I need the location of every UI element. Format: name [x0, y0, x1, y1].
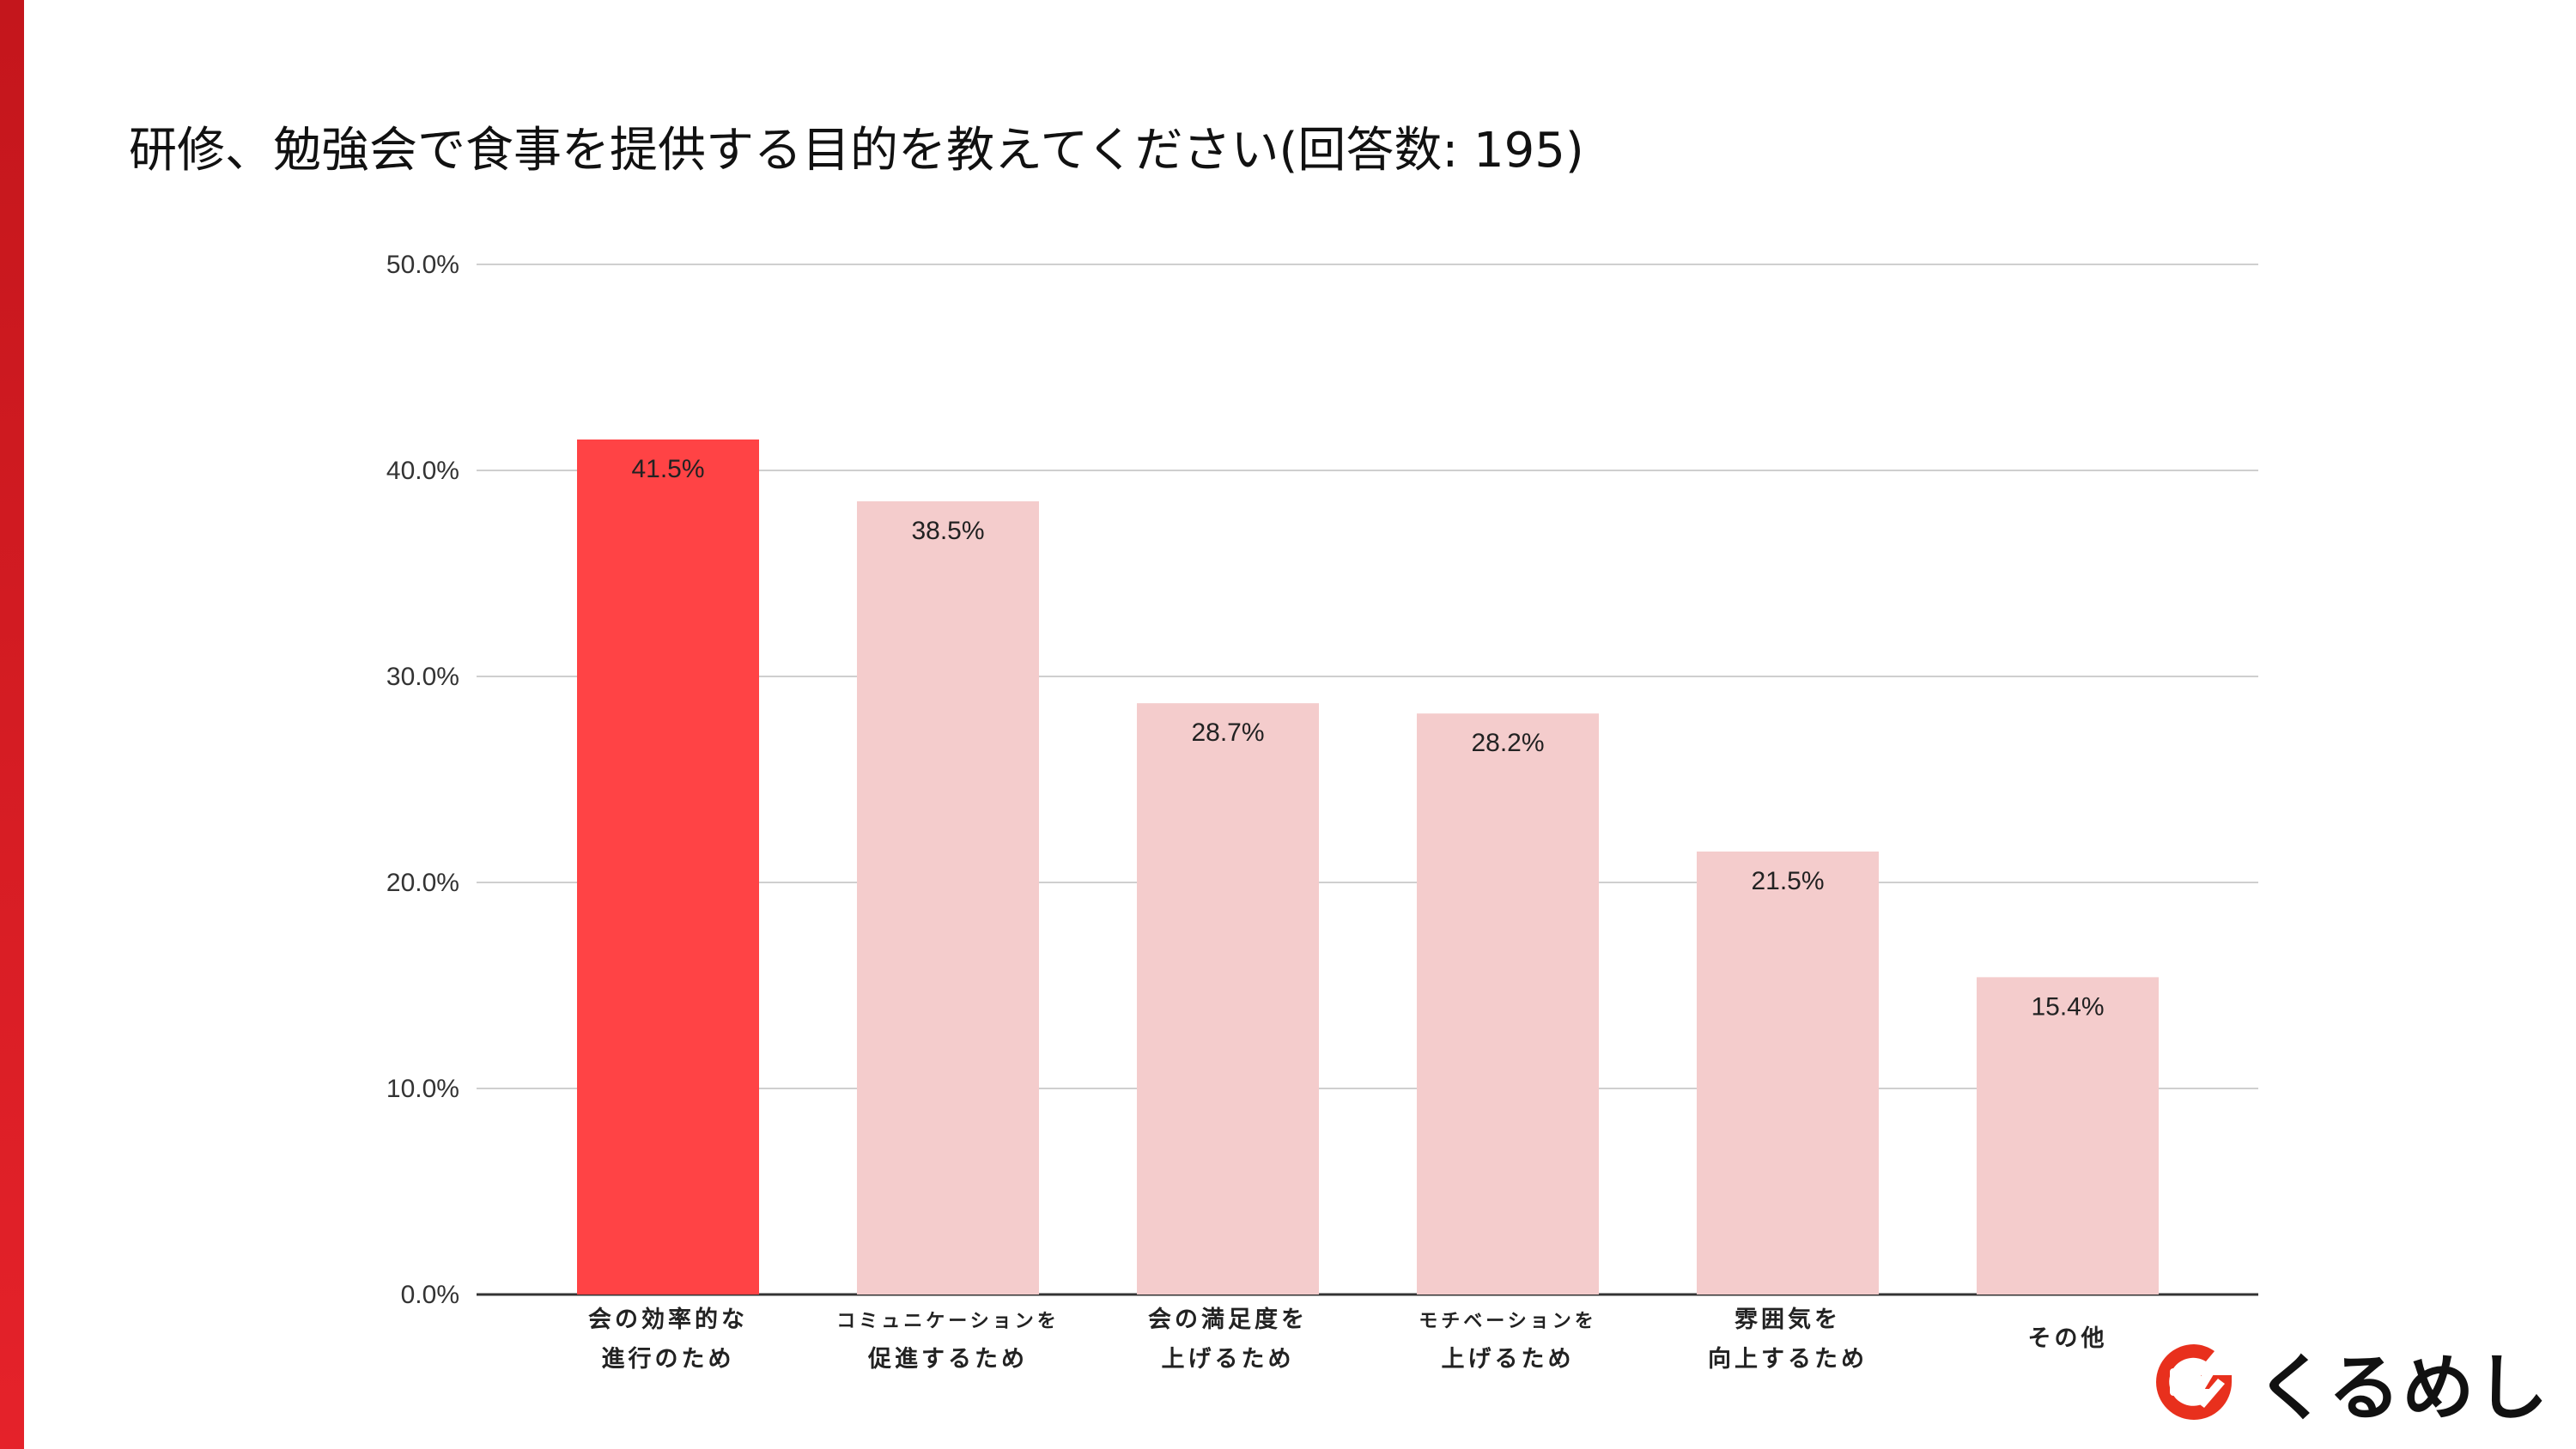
kurumeshi-logo-icon	[2156, 1344, 2232, 1420]
category-label: その他	[2028, 1325, 2108, 1352]
bar	[577, 440, 759, 1294]
category-label: 上げるため	[1162, 1346, 1295, 1373]
data-label: 38.5%	[911, 517, 984, 545]
grid-lines	[477, 264, 2258, 1296]
data-label: 21.5%	[1751, 867, 1824, 895]
data-labels: 41.5% 38.5% 28.7% 28.2% 21.5% 15.4%	[631, 455, 2104, 1021]
bar	[1697, 852, 1879, 1294]
category-label: 会の満足度を	[1148, 1306, 1308, 1333]
data-label: 28.7%	[1191, 718, 1264, 747]
category-label: 促進するため	[867, 1346, 1028, 1373]
category-label: モチベーションを	[1419, 1311, 1597, 1332]
y-tick-label: 40.0%	[386, 457, 459, 485]
category-label: 向上するため	[1708, 1345, 1868, 1373]
bars	[577, 440, 2159, 1294]
logo-text: くるめし	[2256, 1345, 2550, 1430]
page-title: 研修、勉強会で食事を提供する目的を教えてください(回答数: 195)	[129, 123, 1584, 179]
category-label: 進行のため	[602, 1345, 735, 1373]
category-label: 会の効率的な	[588, 1306, 748, 1333]
y-tick-label: 30.0%	[386, 663, 459, 691]
brand-logo: くるめし	[2151, 1335, 2549, 1430]
accent-bar	[0, 0, 24, 1449]
bar	[857, 501, 1039, 1294]
category-label: コミュニケーションを	[836, 1311, 1060, 1332]
y-tick-label: 0.0%	[401, 1281, 459, 1309]
bar	[1977, 977, 2159, 1294]
bar	[1417, 713, 1599, 1294]
y-tick-label: 10.0%	[386, 1075, 459, 1103]
y-axis-ticks: 0.0% 10.0% 20.0% 30.0% 40.0% 50.0%	[386, 251, 459, 1309]
data-label: 41.5%	[631, 455, 704, 483]
y-tick-label: 50.0%	[386, 251, 459, 279]
category-label: 上げるため	[1442, 1346, 1575, 1373]
data-label: 15.4%	[2031, 992, 2104, 1021]
y-tick-label: 20.0%	[386, 869, 459, 897]
bar	[1137, 703, 1319, 1294]
category-labels: 会の効率的な進行のためコミュニケーションを促進するため会の満足度を上げるためモチ…	[588, 1306, 2108, 1373]
data-label: 28.2%	[1471, 729, 1544, 757]
category-label: 雰囲気を	[1735, 1306, 1841, 1333]
